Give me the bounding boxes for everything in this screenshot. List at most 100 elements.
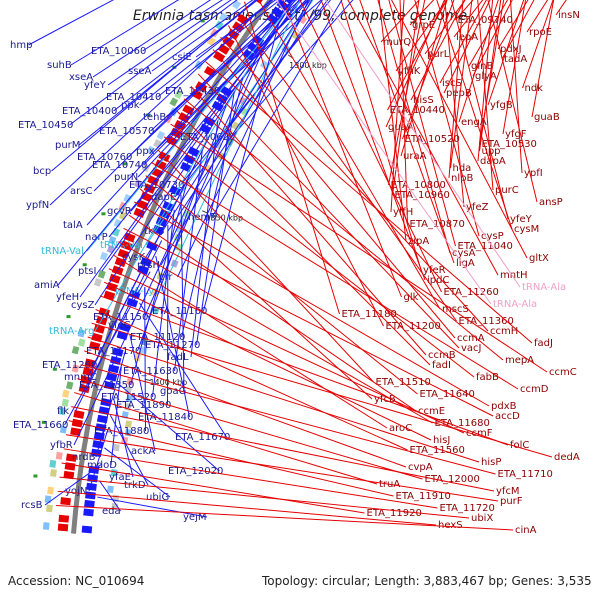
gc-marker <box>146 113 151 117</box>
plus-gene-leader <box>205 61 533 344</box>
minus-gene-leader <box>152 209 175 398</box>
minus-gene-leader <box>109 414 149 486</box>
plus-gene-leader <box>531 0 555 118</box>
minus-gene-label: amiA <box>34 280 60 291</box>
plus-gene-leader <box>212 49 456 339</box>
plus-gene-leader <box>402 0 455 140</box>
feature-block <box>174 89 183 99</box>
plus-strand-gene <box>73 410 85 419</box>
minus-gene-leader <box>203 21 280 312</box>
feature-block <box>47 486 54 495</box>
minus-strand-gene <box>107 364 120 374</box>
minus-gene-label: cysZ <box>71 300 95 311</box>
feature-block <box>49 459 57 468</box>
plus-strand-gene <box>63 470 75 480</box>
minus-gene-label: purN <box>114 172 138 183</box>
gc-marker <box>33 474 38 478</box>
plus-gene-leader <box>391 0 528 259</box>
plus-strand-gene <box>65 453 77 462</box>
plus-gene-label: cysM <box>514 224 539 235</box>
plus-gene-label: mntH <box>500 270 528 281</box>
plus-gene-leader <box>170 123 548 373</box>
plus-gene-leader <box>320 0 426 281</box>
feature-block <box>50 469 57 477</box>
plus-strand-gene <box>182 104 195 116</box>
minus-strand-gene <box>96 414 109 424</box>
feature-block <box>125 394 134 403</box>
plus-gene-label: ETA_10530 <box>482 139 537 150</box>
plus-gene-label: ETA_11260 <box>444 287 499 298</box>
plus-strand-gene <box>123 232 136 243</box>
plus-gene-leader <box>443 0 491 94</box>
minus-gene-leader <box>88 431 108 492</box>
plus-strand-gene <box>136 199 149 210</box>
minus-gene-label: ptsI <box>78 266 96 277</box>
minus-gene-label: ETA_10410 <box>106 92 161 103</box>
plus-gene-label: ETA_10960 <box>395 190 450 201</box>
plus-gene-label: ETA_11710 <box>498 469 553 480</box>
plus-gene-leader <box>244 1 340 315</box>
minus-gene-label: ETA_11280 <box>42 360 97 371</box>
minus-gene-label: yfeC <box>108 320 131 331</box>
plus-gene-label: ccmH <box>490 326 518 337</box>
plus-gene-label: gltX <box>529 253 549 264</box>
plus-gene-label: cysP <box>481 231 504 242</box>
plus-gene-leader <box>522 0 554 89</box>
plus-gene-label: pdxJ <box>500 44 522 55</box>
feature-block <box>118 211 128 221</box>
minus-gene-label: ETA_11630 <box>123 366 178 377</box>
plus-gene-label: purF <box>500 496 523 507</box>
plus-gene-label: cinA <box>515 525 537 536</box>
plus-gene-leader <box>388 0 456 247</box>
plus-gene-label: fadJ <box>534 338 553 349</box>
plus-gene-leader <box>258 0 441 310</box>
minus-gene-label: cysK <box>122 252 146 263</box>
minus-gene-leader <box>101 0 300 272</box>
plus-gene-label: iscS <box>442 78 462 89</box>
minus-gene-leader <box>211 0 343 218</box>
minus-gene-leader <box>143 0 307 166</box>
minus-gene-label: csiE <box>172 52 192 63</box>
feature-block <box>156 130 166 140</box>
plus-gene-label: ETA_10870 <box>410 219 465 230</box>
minus-gene-leader <box>49 0 272 206</box>
minus-gene-label: tRNA-Arg <box>49 326 94 337</box>
plus-strand-gene <box>114 257 127 268</box>
scale-tick-label: 1400 kbp <box>149 378 187 387</box>
plus-strand-gene <box>82 366 94 377</box>
plus-gene-label: ETA_11180 <box>342 309 397 320</box>
minus-strand-gene <box>85 491 96 500</box>
plus-gene-leader <box>400 0 448 157</box>
plus-gene-label: insN <box>558 10 580 21</box>
feature-block <box>214 20 224 30</box>
plus-gene-leader <box>91 322 553 458</box>
plus-strand-gene <box>147 175 160 186</box>
minus-gene-label: ETA_11150 <box>93 312 148 323</box>
minus-gene-leader <box>93 0 288 192</box>
plus-strand-gene <box>91 332 103 343</box>
minus-gene-leader <box>151 0 254 72</box>
plus-gene-leader <box>59 476 470 519</box>
plus-gene-label: fadI <box>432 360 451 371</box>
plus-gene-leader <box>139 188 373 400</box>
plus-gene-label: cysA <box>452 248 476 259</box>
feature-block <box>62 389 70 398</box>
plus-gene-label: pepB <box>446 88 472 99</box>
minus-gene-label: ackA <box>131 446 155 457</box>
minus-gene-label: yojN <box>65 486 87 497</box>
feature-block <box>206 36 216 46</box>
plus-gene-label: ubiX <box>471 513 493 524</box>
minus-gene-leader <box>104 447 171 498</box>
plus-gene-leader <box>359 0 455 264</box>
feature-block <box>232 0 242 10</box>
minus-strand-gene <box>92 440 104 449</box>
plus-gene-label: ccmE <box>418 406 445 417</box>
plus-gene-leader <box>235 13 457 322</box>
minus-gene-label: hemF <box>188 212 216 223</box>
minus-gene-label: ETA_11840 <box>138 412 193 423</box>
minus-gene-label: yfeY <box>84 80 107 91</box>
plus-gene-label: rpoE <box>529 27 552 38</box>
minus-gene-label: eda <box>102 506 121 517</box>
plus-gene-label: ETA_09740 <box>458 15 513 26</box>
plus-gene-label: ETA_11720 <box>440 503 495 514</box>
